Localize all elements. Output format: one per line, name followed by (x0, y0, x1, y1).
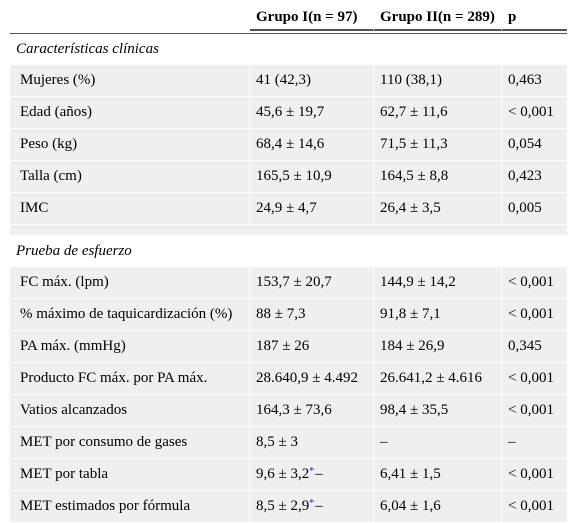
row-label: Talla (cm) (10, 161, 250, 192)
grupo-ii-value: 26,4 ± 3,5 (374, 193, 502, 224)
table-row: PA máx. (mmHg) 187 ± 26 184 ± 26,9 0,345 (10, 331, 567, 363)
dash-mark: – (315, 498, 323, 514)
footnote-link[interactable]: * (309, 498, 315, 509)
grupo-i-value: 9,6 ± 3,2 (256, 466, 310, 482)
grupo-ii-value: 164,5 ± 8,8 (374, 161, 502, 192)
grupo-i-value: 24,9 ± 4,7 (250, 193, 374, 224)
header-grupo-i: Grupo I(n = 97) (250, 6, 374, 31)
grupo-i-value: 88 ± 7,3 (250, 299, 374, 330)
grupo-i-value: 164,3 ± 73,6 (250, 395, 374, 426)
table-row: MET estimados por fórmula 8,5 ± 2,9 * – 6,… (10, 491, 567, 523)
grupo-i-value-cell: 8,5 ± 2,9 * – (250, 491, 374, 522)
p-value: < 0,001 (502, 363, 567, 394)
header-empty (10, 6, 250, 31)
table-row: Vatios alcanzados 164,3 ± 73,6 98,4 ± 35… (10, 395, 567, 427)
table-row: MET por consumo de gases 8,5 ± 3 – – (10, 427, 567, 459)
grupo-i-value: 45,6 ± 19,7 (250, 97, 374, 128)
table-header-row: Grupo I(n = 97) Grupo II(n = 289) p (10, 6, 567, 31)
section-divider (10, 225, 567, 236)
grupo-ii-value: 91,8 ± 7,1 (374, 299, 502, 330)
data-table: Grupo I(n = 97) Grupo II(n = 289) p Cara… (10, 6, 567, 523)
table-row: Edad (años) 45,6 ± 19,7 62,7 ± 11,6 < 0,… (10, 97, 567, 129)
row-label: MET por consumo de gases (10, 427, 250, 458)
table-row: Producto FC máx. por PA máx. 28.640,9 ± … (10, 363, 567, 395)
grupo-ii-value: 184 ± 26,9 (374, 331, 502, 362)
p-value: < 0,001 (502, 97, 567, 128)
table-row: % máximo de taquicardización (%) 88 ± 7,… (10, 299, 567, 331)
header-p: p (502, 6, 567, 31)
grupo-i-value: 153,7 ± 20,7 (250, 267, 374, 298)
grupo-i-value: 41 (42,3) (250, 65, 374, 96)
grupo-ii-value: 26.641,2 ± 4.616 (374, 363, 502, 394)
table-row: FC máx. (lpm) 153,7 ± 20,7 144,9 ± 14,2 … (10, 267, 567, 299)
grupo-ii-value: 110 (38,1) (374, 65, 502, 96)
grupo-i-value: 8,5 ± 2,9 (256, 498, 310, 514)
grupo-ii-value: 144,9 ± 14,2 (374, 267, 502, 298)
grupo-ii-value: 71,5 ± 11,3 (374, 129, 502, 160)
grupo-ii-value: 6,41 ± 1,5 (374, 459, 502, 490)
grupo-i-value-cell: 9,6 ± 3,2 * – (250, 459, 374, 490)
table-row: IMC 24,9 ± 4,7 26,4 ± 3,5 0,005 (10, 193, 567, 225)
p-value: 0,005 (502, 193, 567, 224)
dash-mark: – (315, 466, 323, 482)
p-value: 0,345 (502, 331, 567, 362)
p-value: 0,423 (502, 161, 567, 192)
table-row: MET por tabla 9,6 ± 3,2 * – 6,41 ± 1,5 < 0… (10, 459, 567, 491)
row-label: FC máx. (lpm) (10, 267, 250, 298)
p-value: < 0,001 (502, 267, 567, 298)
p-value: < 0,001 (502, 299, 567, 330)
table-row: Talla (cm) 165,5 ± 10,9 164,5 ± 8,8 0,42… (10, 161, 567, 193)
grupo-i-value: 187 ± 26 (250, 331, 374, 362)
grupo-ii-value: 98,4 ± 35,5 (374, 395, 502, 426)
grupo-ii-value: – (374, 427, 502, 458)
section-title: Prueba de esfuerzo (16, 242, 132, 259)
grupo-ii-value: 62,7 ± 11,6 (374, 97, 502, 128)
section-title: Características clínicas (16, 40, 159, 57)
row-label: PA máx. (mmHg) (10, 331, 250, 362)
p-value: – (502, 427, 567, 458)
grupo-ii-value: 6,04 ± 1,6 (374, 491, 502, 522)
table-row: Mujeres (%) 41 (42,3) 110 (38,1) 0,463 (10, 65, 567, 97)
row-label: Producto FC máx. por PA máx. (10, 363, 250, 394)
row-label: MET por tabla (10, 459, 250, 490)
section-header: Prueba de esfuerzo (10, 236, 567, 267)
section-header: Características clínicas (10, 33, 567, 65)
row-label: % máximo de taquicardización (%) (10, 299, 250, 330)
header-grupo-ii: Grupo II(n = 289) (374, 6, 502, 31)
row-label: Mujeres (%) (10, 65, 250, 96)
p-value: 0,463 (502, 65, 567, 96)
grupo-i-value: 28.640,9 ± 4.492 (250, 363, 374, 394)
p-value: < 0,001 (502, 459, 567, 490)
row-label: MET estimados por fórmula (10, 491, 250, 522)
grupo-i-value: 165,5 ± 10,9 (250, 161, 374, 192)
row-label: IMC (10, 193, 250, 224)
p-value: < 0,001 (502, 395, 567, 426)
row-label: Vatios alcanzados (10, 395, 250, 426)
table-row: Peso (kg) 68,4 ± 14,6 71,5 ± 11,3 0,054 (10, 129, 567, 161)
footnote-link[interactable]: * (309, 466, 315, 477)
row-label: Peso (kg) (10, 129, 250, 160)
grupo-i-value: 68,4 ± 14,6 (250, 129, 374, 160)
p-value: 0,054 (502, 129, 567, 160)
p-value: < 0,001 (502, 491, 567, 522)
row-label: Edad (años) (10, 97, 250, 128)
grupo-i-value: 8,5 ± 3 (250, 427, 374, 458)
